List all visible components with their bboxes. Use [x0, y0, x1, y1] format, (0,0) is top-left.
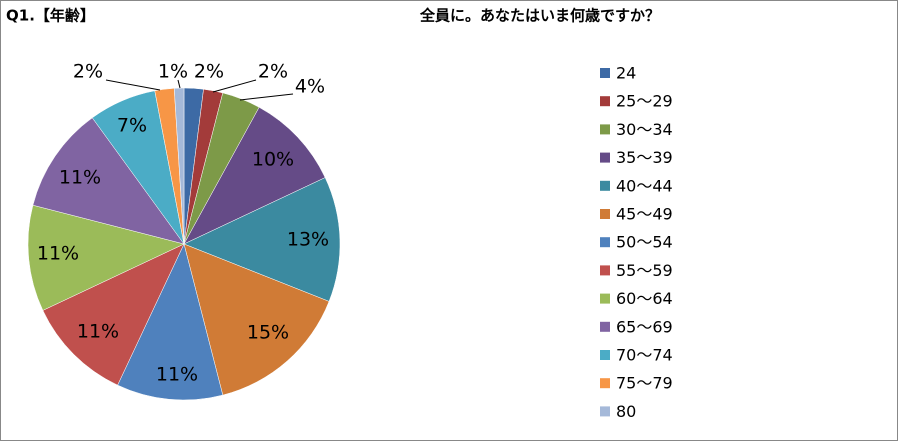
pie-slice	[183, 106, 326, 245]
legend-label: 70～74	[616, 346, 673, 365]
data-label: 2%	[73, 61, 103, 83]
legend-label: 35～39	[616, 148, 673, 167]
leader-line	[239, 93, 294, 101]
pie-slice	[32, 117, 185, 245]
chart-title: 全員に。あなたはいま何歳ですか？	[419, 7, 660, 25]
pie-slice	[117, 243, 224, 401]
data-label: 10%	[252, 149, 294, 171]
leader-line	[105, 79, 161, 91]
legend-swatch	[600, 209, 610, 219]
legend-swatch	[600, 180, 610, 191]
legend-label: 80	[616, 402, 636, 421]
data-label: 2%	[258, 61, 288, 83]
pie-slice	[183, 177, 341, 302]
legend-label: 60～64	[616, 289, 673, 308]
data-label: 15%	[247, 322, 289, 344]
legend-label: 25～29	[616, 92, 673, 111]
leader-line	[212, 79, 257, 93]
legend-label: 65～69	[616, 317, 673, 336]
data-label: 11%	[77, 321, 119, 343]
data-label: 1%	[158, 61, 188, 83]
legend-label: 50～54	[616, 233, 673, 252]
legend-swatch	[600, 124, 610, 135]
legend-swatch	[600, 321, 610, 332]
legend-swatch	[600, 406, 610, 417]
pie-slice	[183, 243, 330, 396]
data-label: 2%	[194, 61, 224, 83]
pie-slice	[42, 243, 185, 386]
page-title: Q1.【年齢】	[6, 7, 95, 25]
legend-label: 40～44	[616, 176, 673, 195]
legend-swatch	[600, 378, 610, 389]
data-label: 11%	[156, 364, 198, 386]
data-label: 13%	[287, 229, 329, 251]
legend-swatch	[600, 237, 610, 248]
legend-swatch	[600, 152, 610, 163]
data-label: 7%	[117, 115, 147, 137]
data-label: 11%	[37, 243, 79, 265]
legend-swatch	[600, 293, 610, 304]
pie-slice	[27, 204, 185, 311]
leader-line	[177, 79, 181, 89]
legend-swatch	[600, 68, 610, 78]
legend-swatch	[600, 265, 610, 276]
legend-label: 55～59	[616, 261, 673, 280]
legend-swatch	[600, 350, 610, 360]
legend-label: 45～49	[616, 205, 673, 224]
legend-label: 30～34	[616, 120, 673, 139]
legend-label: 24	[616, 64, 636, 83]
data-label: 4%	[295, 76, 325, 98]
pie-slice	[173, 87, 185, 245]
legend-label: 75～79	[616, 374, 673, 393]
legend-swatch	[600, 96, 610, 107]
data-label: 11%	[59, 167, 101, 189]
